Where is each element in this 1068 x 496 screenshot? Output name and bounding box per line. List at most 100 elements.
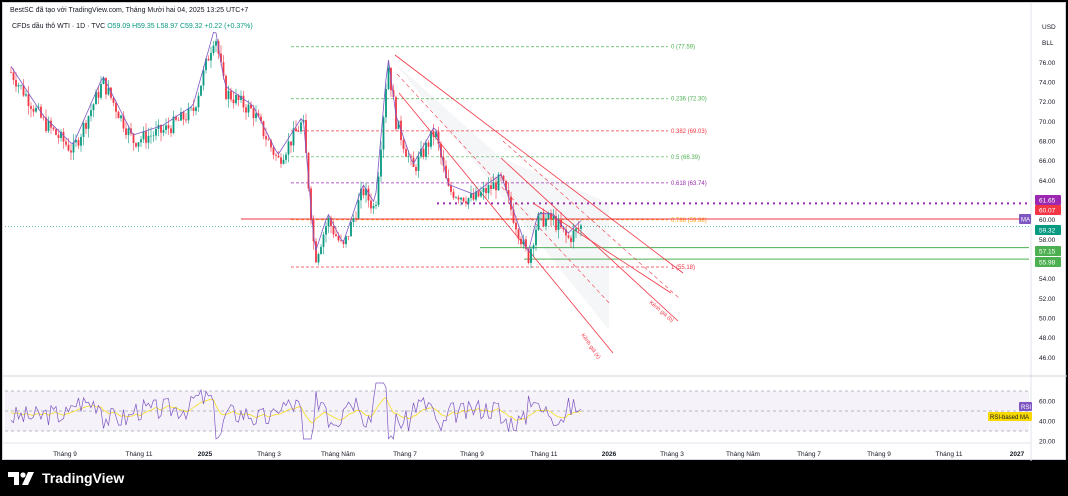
candle-body <box>90 110 92 117</box>
symbol-legend: CFDs dầu thô WTI · 1D · TVC O59.09 H59.3… <box>12 23 253 30</box>
candle-body <box>185 119 187 121</box>
candle-body <box>445 165 447 179</box>
candle-body <box>505 180 507 191</box>
candle-body <box>177 119 180 121</box>
candle-body <box>350 221 352 237</box>
candle-body <box>105 77 107 95</box>
candle-body <box>362 188 365 196</box>
candle-body <box>547 213 550 219</box>
tradingview-logo[interactable]: TradingView <box>8 470 124 486</box>
candle-body <box>452 191 455 198</box>
candle-body <box>200 85 202 96</box>
candle-body <box>107 87 110 95</box>
chart-panel[interactable]: BestSC đã tạo với TradingView.com, Tháng… <box>2 2 1067 461</box>
candle-body <box>85 123 87 129</box>
price-chart[interactable]: USD BLL 76.00 74.00 72.00 70.00 68.00 66.00 64.0… <box>3 3 1067 461</box>
candle-body <box>92 104 95 111</box>
candle-body <box>152 135 155 137</box>
symbol-name[interactable]: CFDs dầu thô WTI · 1D · TVC <box>12 23 106 30</box>
candle-body <box>430 131 432 147</box>
candle-body <box>237 94 240 100</box>
candle-body <box>20 85 22 86</box>
candle-body <box>332 226 335 235</box>
candle-body <box>492 182 495 189</box>
candle-body <box>187 108 190 121</box>
candle-body <box>155 128 157 136</box>
rsi-tick-label: 40.00 <box>1039 419 1056 426</box>
price-tick-label: 76.00 <box>1039 60 1056 67</box>
candle-body <box>55 129 57 135</box>
publisher-line: BestSC đã tạo với TradingView.com, Tháng… <box>10 7 249 14</box>
time-axis-label: Tháng 7 <box>393 451 417 458</box>
rsi-line <box>10 382 582 440</box>
candle-body <box>205 58 207 71</box>
channel-lower-line <box>398 92 614 354</box>
time-axis-label: Tháng 9 <box>867 451 891 458</box>
candle-body <box>287 141 290 155</box>
time-axis-label: Tháng 11 <box>126 451 153 458</box>
candle-body <box>47 120 50 131</box>
price-tick-label: 52.00 <box>1039 296 1056 303</box>
candle-body <box>77 140 80 146</box>
candle-body <box>307 152 310 189</box>
candle-body <box>95 91 97 105</box>
channel-mid-line <box>396 73 612 306</box>
candle-body <box>450 185 452 192</box>
candle-body <box>45 117 47 131</box>
time-axis-label: Tháng 11 <box>531 451 558 458</box>
candle-body <box>32 108 35 112</box>
ma-tag-text: MA <box>1021 218 1030 224</box>
candle-body <box>517 229 520 239</box>
candle-body <box>315 241 317 263</box>
fib-level-label: 0.5 (66.39) <box>671 155 700 161</box>
candle-body <box>515 222 517 230</box>
candle-body <box>100 84 102 98</box>
candle-body <box>412 157 415 167</box>
channel-label-lower: Kênh giá (x) <box>579 333 601 361</box>
price-tag-text: 55.98 <box>1039 260 1056 267</box>
candle-body <box>57 134 60 138</box>
channel-fill <box>395 63 609 330</box>
candle-body <box>50 120 52 128</box>
candle-body <box>565 229 567 236</box>
candle-body <box>140 139 142 143</box>
candle-body <box>167 125 170 129</box>
candle-body <box>497 174 500 191</box>
candle-body <box>550 213 552 220</box>
candle-body <box>557 220 560 230</box>
candle-body <box>207 58 210 61</box>
candle-body <box>275 154 277 156</box>
candle-body <box>537 213 540 230</box>
candle-body <box>470 193 472 199</box>
candle-body <box>25 94 27 96</box>
candle-body <box>250 104 252 109</box>
candle-body <box>365 188 367 196</box>
candle-body <box>192 107 195 112</box>
candle-body <box>467 198 470 204</box>
candle-body <box>495 182 497 191</box>
candle-body <box>42 117 45 119</box>
candle-body <box>317 253 320 263</box>
time-axis-label: Tháng 9 <box>53 451 77 458</box>
candle-body <box>120 115 122 119</box>
candle-body <box>335 234 337 236</box>
candle-body <box>190 107 192 109</box>
candle-body <box>512 209 515 223</box>
time-axis-label: Tháng 3 <box>257 451 281 458</box>
channel-label-upper: Kênh giá (b) <box>648 300 675 324</box>
candle-body <box>300 122 302 132</box>
fib-level-label: 0.236 (72.30) <box>671 97 707 103</box>
fib-level-label: 0.786 (59.98) <box>671 218 707 224</box>
candle-body <box>540 212 542 214</box>
candle-body <box>572 230 575 242</box>
time-axis-label: Tháng 3 <box>660 451 684 458</box>
candle-body <box>355 218 357 219</box>
candle-body <box>267 139 270 141</box>
price-tag-text: 57.15 <box>1039 249 1056 256</box>
candle-body <box>382 117 385 150</box>
candle-body <box>555 216 557 230</box>
candle-body <box>182 112 185 120</box>
candle-body <box>437 131 440 144</box>
candle-body <box>327 217 330 227</box>
candle-body <box>325 226 327 235</box>
